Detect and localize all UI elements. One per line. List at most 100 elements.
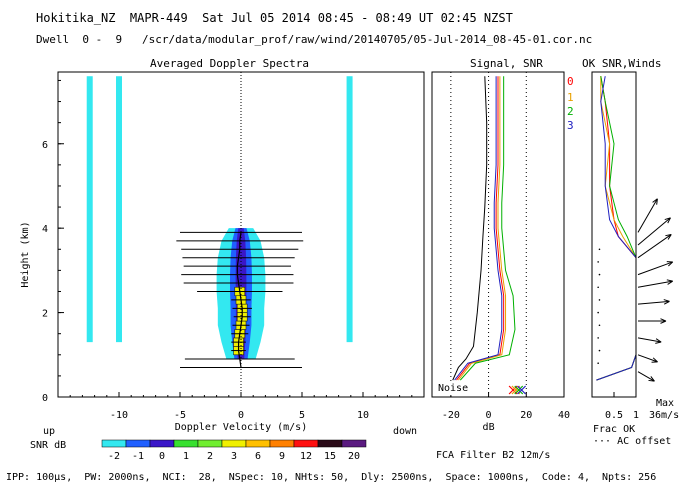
colorbar-tick-label: 6 [255, 451, 261, 462]
interference-band [346, 76, 353, 343]
colorbar-tick-label: -2 [108, 451, 120, 462]
snr-series-beam1 [458, 76, 507, 381]
ac-offset-dot [597, 311, 599, 314]
ac-offset-dot [598, 324, 601, 327]
wind-barb [637, 217, 671, 246]
ac-offset-label: ··· AC offset [593, 436, 672, 447]
filter-info: FCA Filter B2 12m/s [436, 450, 551, 461]
y-axis-label: Height (km) [20, 221, 31, 287]
frac-ok-label: Frac OK [593, 424, 636, 435]
colorbar-cell [221, 439, 247, 448]
snr-x-tick-label: 20 [520, 410, 532, 421]
direction-up-label: up [43, 426, 56, 437]
colorbar-tick-label: 1 [183, 451, 189, 462]
wind-barb [637, 371, 655, 382]
wind-barb [637, 354, 658, 363]
wind-barb-head [663, 299, 670, 305]
colorbar-cell [125, 439, 151, 448]
snr-series-noise [452, 76, 488, 381]
winds-panel-title: OK SNR,Winds [582, 57, 662, 70]
wind-barb-head [665, 233, 672, 240]
snr-x-tick-label: 0 [486, 410, 492, 421]
snr-frame [431, 71, 565, 398]
colorbar-tick-label: 9 [279, 451, 285, 462]
colorbar-cell [317, 439, 343, 448]
wind-barb [637, 234, 672, 259]
colorbar-cell [101, 439, 127, 448]
colorbar-tick-label: -1 [132, 451, 144, 462]
x-tick-label: 0 [238, 410, 244, 421]
colorbar-cell [341, 439, 367, 448]
legend-beam-0: 0 [567, 75, 574, 88]
colorbar-cell [269, 439, 295, 448]
winds-x-tick-label: 0.5 [605, 410, 623, 421]
header-file-path: Dwell 0 - 9 /scr/data/modular_prof/raw/w… [36, 33, 593, 46]
ac-offset-dot [598, 248, 601, 251]
frac-series-beam3 [596, 76, 637, 381]
x-tick-label: -10 [110, 410, 128, 421]
x-tick-label: 10 [357, 410, 369, 421]
ac-offset-dot [597, 261, 599, 263]
legend-beam-2: 2 [567, 105, 574, 118]
legend-beam-1: 1 [567, 91, 574, 104]
y-tick-label: 4 [42, 224, 48, 235]
wind-barb-head [655, 338, 662, 344]
colorbar-title: SNR dB [30, 440, 67, 451]
wind-barb-head [664, 217, 671, 224]
header-title: Hokitika_NZ MAPR-449 Sat Jul 05 2014 08:… [36, 11, 513, 25]
x-tick-label: 5 [299, 410, 305, 421]
colorbar-cell [149, 439, 175, 448]
winds-frame [591, 71, 637, 398]
max-speed-label: Max [656, 398, 675, 409]
ac-offset-dot [598, 273, 601, 276]
colorbar-tick-label: 15 [324, 451, 336, 462]
snr-series-beam3 [454, 76, 503, 381]
colorbar-tick-label: 12 [300, 451, 312, 462]
wind-barb [637, 337, 662, 343]
peak-velocity-line [236, 232, 243, 368]
snr-panel-title: Signal, SNR [470, 57, 543, 70]
colorbar-tick-label: 2 [207, 451, 213, 462]
wind-barb [637, 198, 658, 233]
wind-barb [637, 300, 670, 305]
wind-barb-head [666, 261, 674, 267]
y-tick-label: 2 [42, 309, 48, 320]
wind-barb-head [648, 376, 655, 382]
winds-x-tick-label: 1 [633, 410, 639, 421]
colorbar-tick-label: 20 [348, 451, 360, 462]
ac-offset-dot [597, 362, 599, 365]
y-tick-label: 0 [42, 393, 48, 404]
noise-marker [514, 385, 524, 395]
wind-barb-head [652, 198, 658, 205]
snr-x-axis-label: dB [483, 422, 495, 433]
colorbar-tick-label: 3 [231, 451, 237, 462]
spectra-panel-title: Averaged Doppler Spectra [150, 57, 309, 70]
direction-down-label: down [393, 426, 418, 437]
snr-series-beam2 [459, 76, 516, 381]
ac-offset-text: AC offset [617, 436, 672, 447]
wind-barb-head [666, 279, 673, 285]
interference-band [86, 76, 93, 343]
frac-series-beam0 [596, 76, 637, 381]
ac-offset-dot [597, 286, 599, 289]
wind-barb [637, 261, 673, 276]
noise-marker [517, 385, 526, 395]
snr-series-beam0 [456, 76, 505, 381]
wind-barb-head [651, 357, 658, 363]
colorbar-cell [197, 439, 223, 448]
snr-x-tick-label: 40 [558, 410, 570, 421]
wind-barb-head [660, 318, 667, 324]
ac-offset-dot [597, 337, 599, 339]
interference-band [116, 76, 122, 343]
ac-offset-dot [598, 299, 601, 301]
ac-offset-dot [598, 349, 601, 352]
y-tick-label: 6 [42, 140, 48, 151]
legend-beam-3: 3 [567, 119, 574, 132]
x-axis-label: Doppler Velocity (m/s) [175, 422, 307, 433]
colorbar-tick-label: 0 [159, 451, 165, 462]
snr-x-tick-label: -20 [442, 410, 460, 421]
colorbar-cell [173, 439, 199, 448]
colorbar-cell [293, 439, 319, 448]
